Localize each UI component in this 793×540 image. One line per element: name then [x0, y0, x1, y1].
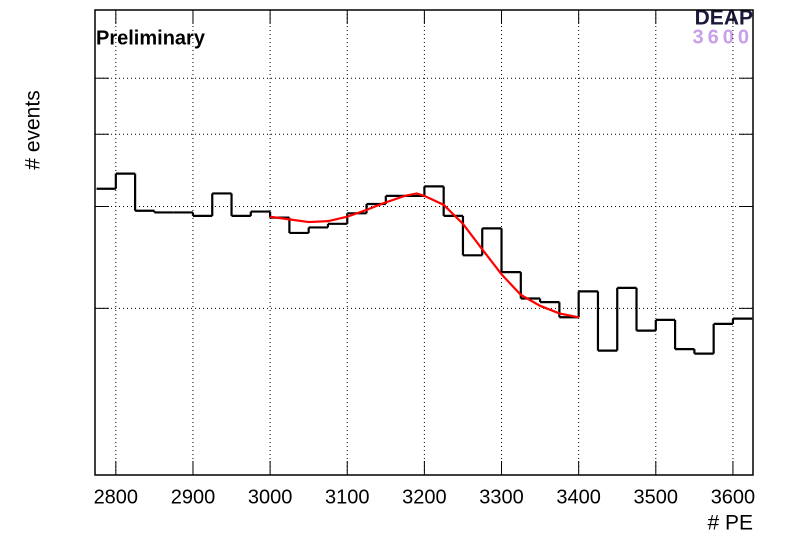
x-tick-label: 2800 — [94, 486, 139, 508]
fit-curve — [269, 192, 579, 319]
plot-frame — [94, 9, 754, 476]
x-tick-label: 3400 — [556, 486, 601, 508]
x-tick-label: 3200 — [402, 486, 447, 508]
y-axis-label: # events — [22, 90, 45, 169]
logo-bottom: 3600 — [693, 26, 754, 48]
x-tick-label: 2900 — [171, 486, 216, 508]
x-tick-label: 3100 — [325, 486, 370, 508]
x-tick-label: 3500 — [634, 486, 679, 508]
x-tick-label: 3300 — [479, 486, 524, 508]
logo-top: DEAP — [695, 7, 753, 30]
chart-title: Preliminary — [96, 27, 206, 49]
x-axis-label: # PE — [707, 512, 753, 535]
x-tick-label: 3000 — [248, 486, 293, 508]
x-tick-label: 3600 — [711, 486, 756, 508]
